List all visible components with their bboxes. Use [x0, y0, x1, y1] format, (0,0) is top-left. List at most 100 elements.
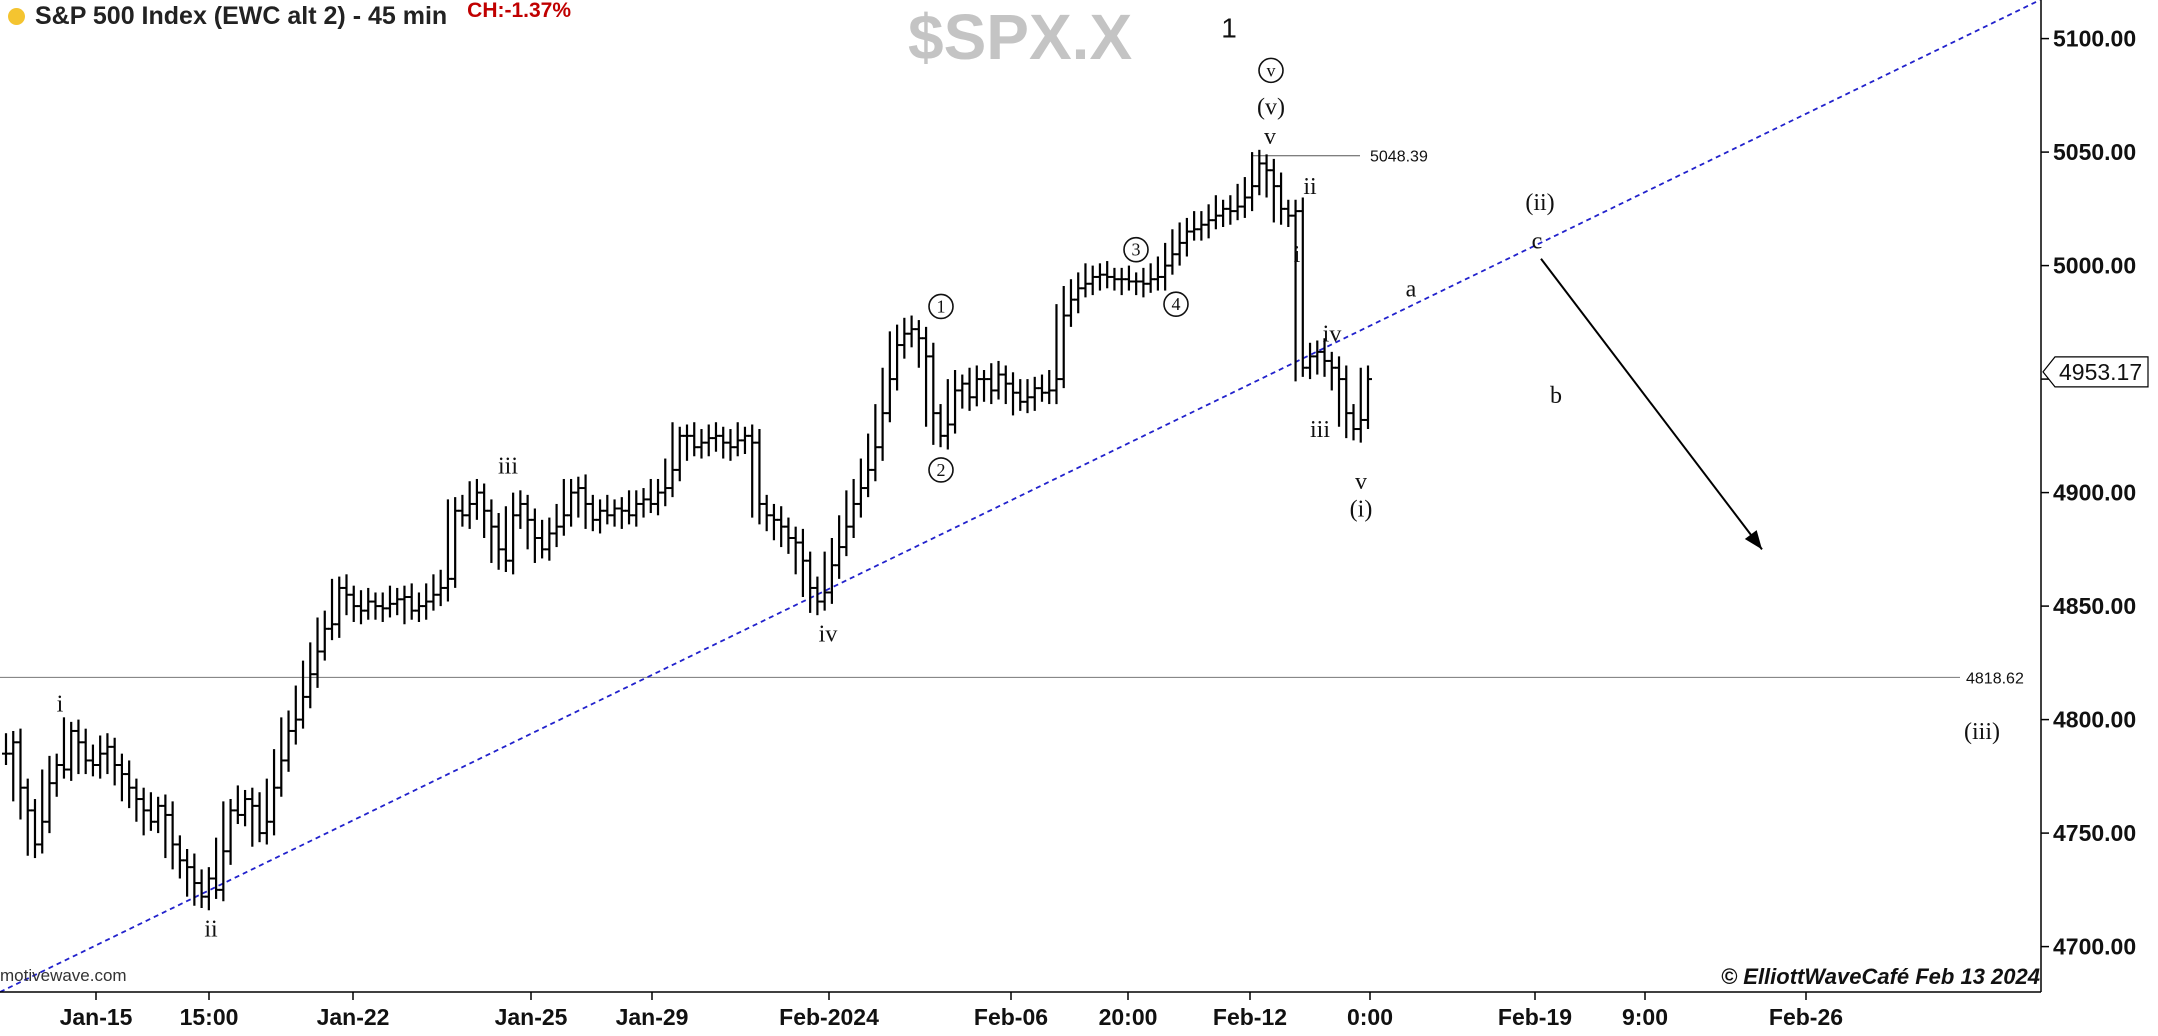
- price-bar: [596, 499, 605, 534]
- price-bar: [1226, 195, 1235, 225]
- price-bar: [487, 499, 496, 563]
- price-bar: [1306, 342, 1315, 380]
- wave-label: i: [57, 692, 64, 718]
- price-bar: [798, 528, 807, 598]
- price-bar: [270, 749, 279, 836]
- price-bar: [980, 370, 989, 402]
- price-bar: [378, 592, 387, 622]
- price-bar: [813, 576, 822, 616]
- price-bar: [545, 517, 554, 561]
- copyright-label: © ElliottWaveCafé Feb 13 2024: [1720, 964, 2040, 989]
- price-bar: [740, 426, 749, 455]
- x-tick-label: Jan-22: [317, 1004, 390, 1030]
- price-bar: [1262, 154, 1271, 198]
- price-bar: [371, 592, 380, 620]
- price-bar: [914, 320, 923, 368]
- price-bar: [936, 404, 945, 448]
- x-tick-label: 9:00: [1622, 1004, 1668, 1030]
- price-bar: [241, 789, 250, 827]
- price-bar: [784, 517, 793, 554]
- price-bar: [654, 478, 663, 516]
- wave-label: iii: [498, 453, 518, 479]
- price-bar: [1059, 286, 1068, 389]
- price-bar: [769, 503, 778, 541]
- price-bar: [233, 785, 242, 825]
- y-tick-label: 4700.00: [2053, 934, 2136, 960]
- price-bar: [494, 513, 503, 570]
- price-bar: [625, 490, 634, 525]
- price-bar: [675, 426, 684, 482]
- bars-layer: [2, 149, 1372, 911]
- price-bar: [255, 792, 264, 843]
- price-bar: [1161, 242, 1170, 291]
- price-bar: [1269, 158, 1278, 223]
- price-bar: [864, 433, 873, 498]
- price-bar: [1175, 222, 1184, 266]
- price-bar: [1168, 229, 1177, 275]
- x-tick-label: 0:00: [1347, 1004, 1393, 1030]
- wave-label-circled: v: [1258, 57, 1284, 84]
- price-bar: [683, 424, 691, 461]
- price-bar: [965, 367, 974, 411]
- price-bar: [1182, 217, 1191, 257]
- price-bar: [552, 503, 561, 548]
- forecast-arrow-line: [1540, 258, 1763, 550]
- price-bar: [1103, 261, 1112, 289]
- x-tick-label: Feb-06: [974, 1004, 1048, 1030]
- price-bar: [1291, 199, 1300, 382]
- price-bar: [856, 458, 865, 518]
- price-bar: [603, 494, 612, 525]
- price-bar: [943, 379, 952, 450]
- price-bar: [567, 478, 576, 527]
- price-bar: [1001, 365, 1010, 405]
- wave-label-text: 3: [1132, 240, 1141, 260]
- price-bar: [400, 585, 409, 625]
- price-bar: [9, 730, 18, 802]
- wave-label-circled: 1: [928, 293, 954, 320]
- x-tick-label: Feb-26: [1769, 1004, 1843, 1030]
- wave-label-circle: [1123, 236, 1149, 263]
- wave-label-text: 2: [937, 460, 946, 480]
- levels-layer: 5048.39 4818.62: [0, 149, 2024, 687]
- price-bar: [443, 499, 452, 602]
- price-bar: [972, 365, 981, 407]
- symbol-watermark: $SPX.X: [908, 1, 1133, 73]
- trendline-layer: [0, 0, 2041, 993]
- price-bar: [146, 792, 155, 831]
- price-bar: [226, 799, 235, 865]
- price-bar: [219, 801, 228, 902]
- price-bar: [827, 537, 836, 604]
- price-bar: [1240, 177, 1249, 218]
- price-bar: [277, 717, 286, 797]
- x-tick-label: Jan-29: [616, 1004, 689, 1030]
- price-bar: [125, 760, 134, 809]
- price-bar: [103, 733, 112, 775]
- price-bar: [81, 728, 90, 775]
- price-bar: [23, 778, 32, 856]
- price-bar: [1327, 351, 1336, 391]
- price-bar: [987, 363, 996, 405]
- price-bar: [610, 499, 619, 527]
- wave-label-text: v: [1267, 60, 1276, 80]
- price-bar: [994, 360, 1003, 400]
- price-bar: [1356, 367, 1365, 443]
- price-bar: [1066, 279, 1075, 327]
- price-bar: [190, 853, 199, 906]
- y-tick-label: 5050.00: [2053, 139, 2136, 165]
- price-bar: [509, 492, 518, 575]
- price-bar: [262, 778, 271, 845]
- price-bar: [161, 794, 170, 859]
- price-bar: [1255, 149, 1264, 196]
- price-bar: [1016, 379, 1025, 411]
- price-bar: [639, 488, 648, 518]
- price-bar: [806, 551, 815, 613]
- price-bar: [422, 583, 431, 620]
- price-bar: [791, 526, 800, 575]
- last-price-label: 4953.17: [2059, 359, 2142, 385]
- level-label-top: 5048.39: [1370, 149, 1428, 166]
- price-bar: [762, 494, 771, 532]
- price-bar: [755, 429, 764, 525]
- wave-label: b: [1550, 383, 1562, 409]
